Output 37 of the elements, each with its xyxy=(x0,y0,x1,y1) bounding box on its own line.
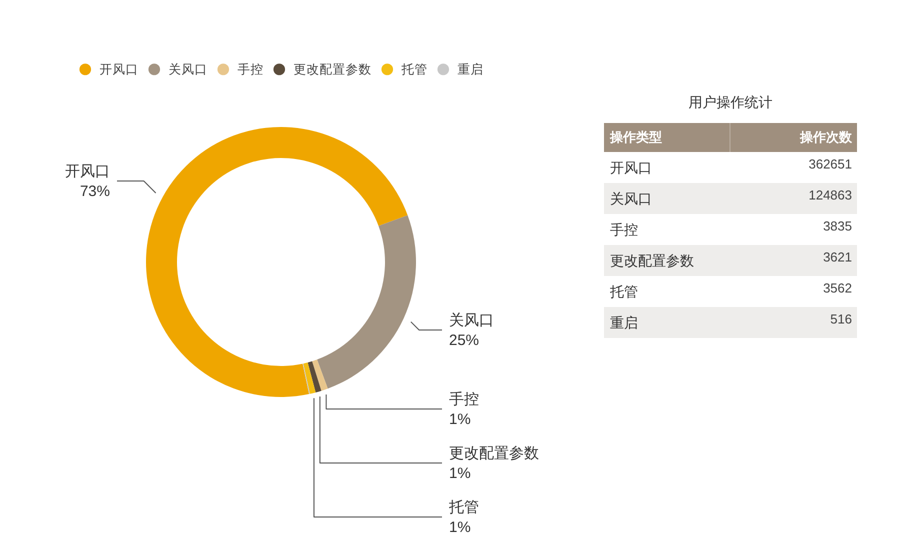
category-label: 重启 xyxy=(610,314,638,330)
donut-slice xyxy=(312,360,328,391)
legend-label: 关风口 xyxy=(168,62,208,76)
category-label: 更改配置参数 xyxy=(610,252,694,268)
category-label: 开风口 xyxy=(610,160,652,176)
slice-label: 托管 xyxy=(448,499,479,516)
data-label: 124863 xyxy=(808,188,852,202)
data-label: 516 xyxy=(830,312,852,326)
category-label: 托管 xyxy=(609,284,638,300)
category-label: 手控 xyxy=(610,222,638,238)
data-label: 25% xyxy=(449,332,480,349)
data-label: 1% xyxy=(449,519,471,536)
donut-slice xyxy=(302,364,310,394)
data-label: 1% xyxy=(449,465,471,482)
text: 用户操作统计 xyxy=(688,94,772,110)
slice-label: 关风口 xyxy=(449,312,494,329)
slice-label: 手控 xyxy=(449,391,479,408)
category-label: 关风口 xyxy=(610,190,652,206)
donut-slice xyxy=(303,362,316,394)
data-label: 1% xyxy=(449,411,471,428)
legend-label: 开风口 xyxy=(100,62,138,76)
data-label: 3835 xyxy=(823,218,852,234)
legend-label: 更改配置参数 xyxy=(294,62,372,76)
legend-label: 手控 xyxy=(238,62,264,76)
legend-label: 重启 xyxy=(458,61,484,76)
donut-slice xyxy=(308,361,322,392)
data-label: 362651 xyxy=(808,156,852,172)
data-label: 3562 xyxy=(823,280,852,296)
slice-label: 开风口 xyxy=(65,163,110,180)
data-label: 73% xyxy=(80,183,110,200)
legend-label: 托管 xyxy=(400,62,428,76)
slice-label: 更改配置参数 xyxy=(449,445,539,462)
text: 操作类型 xyxy=(609,130,662,144)
donut-slice xyxy=(146,127,408,397)
text: 操作次数 xyxy=(799,130,853,144)
data-label: 3621 xyxy=(823,250,852,264)
donut-slice xyxy=(317,215,416,389)
